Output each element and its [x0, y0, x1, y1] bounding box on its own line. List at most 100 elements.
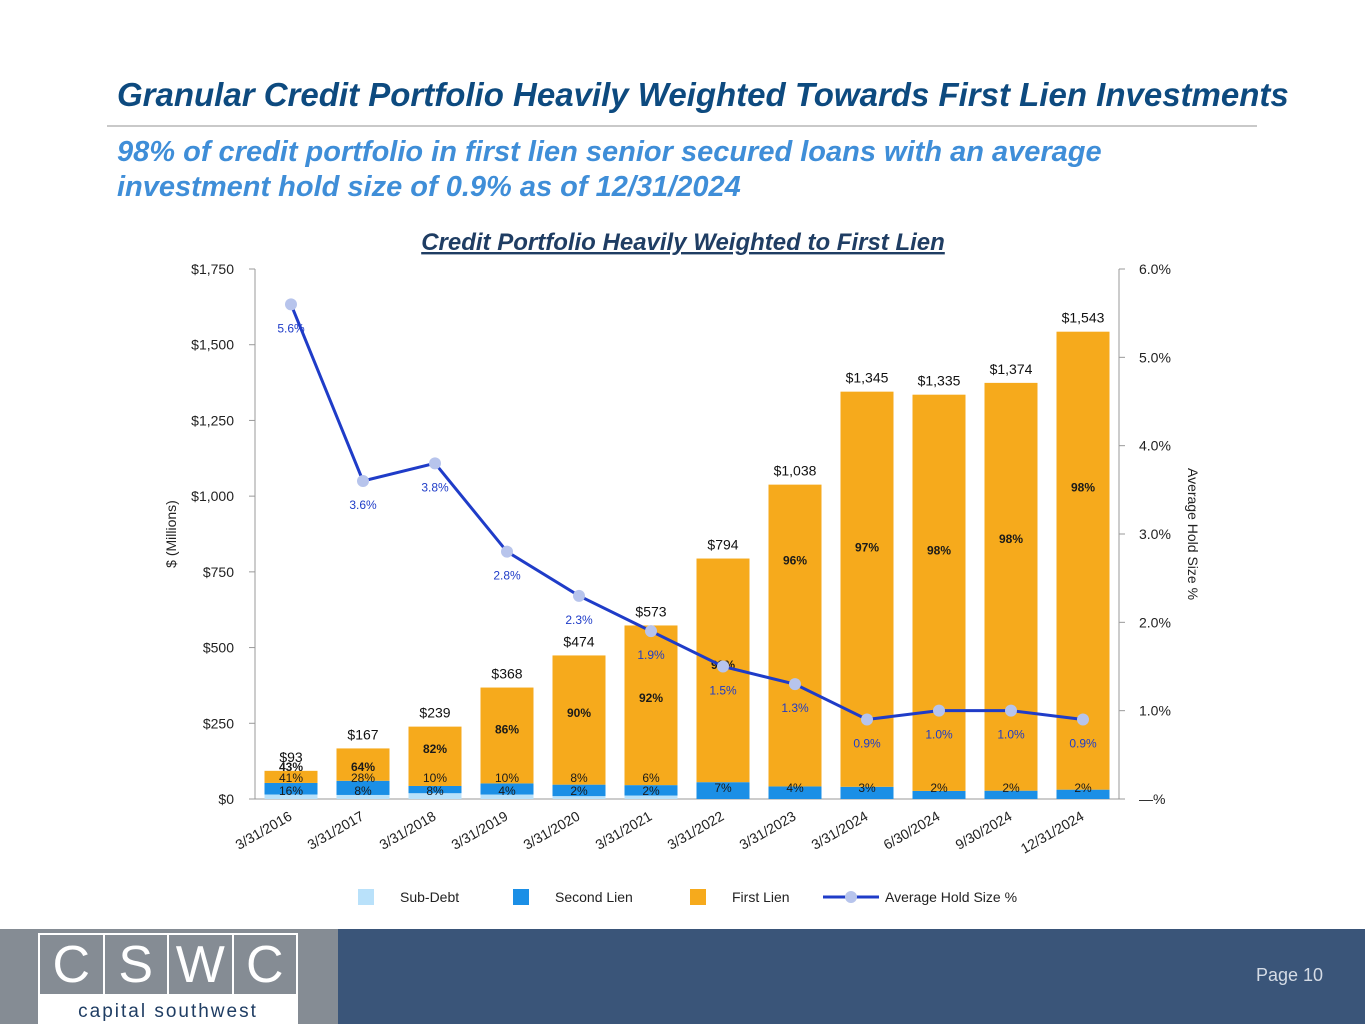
first-lien-pct-label: 92% — [639, 691, 663, 705]
y-tick-label: $1,250 — [191, 412, 234, 428]
bar-segment-first-lien — [336, 748, 390, 781]
cswc-logo: C S W C capital southwest — [38, 933, 298, 1024]
legend-label-second-lien: Second Lien — [555, 889, 633, 905]
chart-title: Credit Portfolio Heavily Weighted to Fir… — [421, 229, 945, 256]
x-tick-label: 3/31/2021 — [593, 808, 655, 853]
second-lien-pct-label: 41% — [279, 771, 303, 785]
x-tick-label: 3/31/2024 — [809, 808, 871, 853]
y2-tick-label: —% — [1139, 791, 1165, 807]
legend-swatch-first-lien — [690, 889, 706, 905]
legend-swatch-sub-debt — [358, 889, 374, 905]
hold-size-label: 0.9% — [1069, 737, 1097, 751]
bar-segment-first-lien — [264, 770, 318, 783]
logo-letter: C — [38, 933, 105, 996]
bar-total-label: $368 — [491, 666, 522, 682]
bar-segment-sub-debt — [480, 794, 534, 799]
second-lien-pct-label: 28% — [351, 771, 375, 785]
logo-tagline: capital southwest — [78, 1001, 258, 1022]
hold-size-marker — [573, 589, 585, 602]
bar-segment-first-lien — [408, 726, 462, 786]
hold-size-label: 1.0% — [925, 728, 953, 742]
hold-size-label: 1.9% — [637, 648, 665, 662]
x-tick-label: 3/31/2016 — [233, 808, 295, 853]
first-lien-pct-label: 64% — [351, 760, 375, 774]
y-tick-label: $0 — [218, 791, 234, 807]
bar-segment-second-lien — [480, 783, 534, 795]
x-tick-label: 3/31/2019 — [449, 808, 511, 853]
bar-total-label: $474 — [563, 633, 594, 649]
second-lien-pct-label: 8% — [570, 771, 588, 785]
bar-segment-first-lien — [912, 394, 966, 791]
hold-size-label: 3.8% — [421, 480, 449, 494]
bar-segment-first-lien — [840, 391, 894, 787]
y-axis-title: $ (Millions) — [163, 500, 179, 568]
legend-swatch-second-lien — [513, 889, 529, 905]
hold-size-line — [289, 303, 1084, 722]
x-tick-label: 9/30/2024 — [953, 808, 1015, 853]
logo-letter: S — [102, 933, 169, 996]
hold-size-label: 2.3% — [565, 613, 593, 627]
second-lien-pct-label: 6% — [642, 771, 660, 785]
y-tick-label: $1,500 — [191, 337, 234, 353]
y2-tick-label: 2.0% — [1139, 614, 1171, 630]
first-lien-pct-label: 82% — [423, 742, 447, 756]
sub-debt-pct-label: 8% — [354, 784, 372, 798]
bar-segment-first-lien — [768, 484, 822, 787]
bar-total-label: $1,345 — [846, 370, 889, 386]
second-lien-pct-label: 10% — [423, 771, 447, 785]
bar-segment-second-lien — [264, 782, 318, 795]
bar-segment-sub-debt — [336, 794, 390, 799]
sub-debt-pct-label: 4% — [498, 784, 516, 798]
legend-label-hold-size: Average Hold Size % — [885, 889, 1017, 905]
bar-total-label: $573 — [635, 603, 666, 619]
bar-segment-sub-debt — [264, 794, 318, 799]
hold-size-marker — [789, 678, 801, 691]
hold-size-label: 1.3% — [781, 701, 809, 715]
first-lien-pct-label: 97% — [855, 541, 879, 555]
first-lien-pct-label: 98% — [1071, 481, 1095, 495]
bar-total-label: $167 — [347, 726, 378, 742]
x-tick-label: 3/31/2020 — [521, 808, 583, 853]
credit-portfolio-chart: Credit Portfolio Heavily Weighted to Fir… — [163, 229, 1201, 905]
hold-size-marker — [285, 298, 297, 311]
y2-tick-label: 3.0% — [1139, 526, 1171, 542]
bar-segment-second-lien — [912, 790, 966, 799]
bar-segment-first-lien — [480, 687, 534, 784]
bar-segment-second-lien — [696, 782, 750, 799]
x-tick-label: 3/31/2018 — [377, 808, 439, 853]
sub-debt-pct-label: 8% — [426, 784, 444, 798]
hold-size-marker — [1077, 713, 1089, 726]
y-tick-label: $750 — [203, 564, 234, 580]
y-tick-label: $250 — [203, 715, 234, 731]
y-tick-label: $1,000 — [191, 488, 234, 504]
hold-size-marker — [429, 457, 441, 470]
second-lien-pct-label: 10% — [495, 771, 519, 785]
legend-label-sub-debt: Sub-Debt — [400, 889, 459, 905]
hold-size-marker — [717, 660, 729, 673]
y2-tick-label: 6.0% — [1139, 261, 1171, 277]
first-lien-pct-label: 98% — [927, 544, 951, 558]
hold-size-label: 1.0% — [997, 728, 1025, 742]
bar-segment-sub-debt — [624, 795, 678, 799]
hold-size-label: 1.5% — [709, 684, 737, 698]
second-lien-pct-label: 7% — [714, 781, 732, 795]
y2-tick-label: 1.0% — [1139, 703, 1171, 719]
bar-segment-second-lien — [768, 786, 822, 799]
hold-size-marker — [645, 625, 657, 638]
bar-segment-sub-debt — [408, 793, 462, 799]
hold-size-label: 2.8% — [493, 569, 521, 583]
hold-size-marker — [501, 545, 513, 558]
y-tick-label: $500 — [203, 640, 234, 656]
x-tick-label: 12/31/2024 — [1018, 808, 1087, 857]
second-lien-pct-label: 2% — [1074, 781, 1092, 795]
y2-axis-title: Average Hold Size % — [1185, 468, 1201, 600]
second-lien-pct-label: 3% — [858, 781, 876, 795]
hold-size-label: 3.6% — [349, 498, 377, 512]
bar-segment-second-lien — [624, 785, 678, 796]
bar-total-label: $1,038 — [774, 463, 817, 479]
x-tick-label: 3/31/2023 — [737, 808, 799, 853]
legend-marker-hold-size — [845, 891, 857, 903]
legend-label-first-lien: First Lien — [732, 889, 790, 905]
bar-segment-first-lien — [624, 625, 678, 786]
footer-logo-panel: C S W C capital southwest — [0, 929, 338, 1024]
